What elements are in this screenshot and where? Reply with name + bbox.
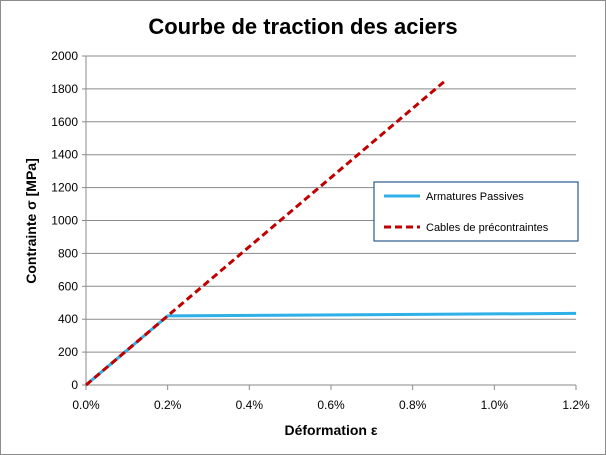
x-tick-label: 1.0% bbox=[481, 398, 509, 412]
y-tick-label: 400 bbox=[58, 312, 78, 326]
x-tick-labels: 0.0% 0.2% 0.4% 0.6% 0.8% 1.0% 1.2% bbox=[72, 398, 590, 412]
legend-box bbox=[373, 181, 579, 242]
legend-label-cables: Cables de précontraintes bbox=[426, 222, 549, 234]
y-axis-label: Contrainte σ [MPa] bbox=[23, 158, 39, 283]
legend: Armatures Passives Cables de précontrain… bbox=[373, 181, 579, 242]
y-tick-label: 2000 bbox=[51, 49, 78, 63]
y-tick-label: 1800 bbox=[51, 82, 78, 96]
y-tick-label: 1400 bbox=[51, 148, 78, 162]
x-tick-label: 1.2% bbox=[562, 398, 590, 412]
x-tick-label: 0.4% bbox=[236, 398, 264, 412]
x-tick-label: 0.2% bbox=[154, 398, 182, 412]
legend-label-armatures: Armatures Passives bbox=[426, 191, 524, 203]
x-tick-label: 0.8% bbox=[399, 398, 427, 412]
y-tick-label: 600 bbox=[58, 279, 78, 293]
series-line-cables-precontraintes bbox=[85, 79, 447, 387]
series-line-armatures-passives bbox=[85, 311, 577, 387]
y-tick-labels: 0 200 400 600 800 1000 1200 1400 1600 1800 2000 bbox=[51, 49, 78, 392]
y-tick-label: 800 bbox=[58, 246, 78, 260]
y-tick-label: 1600 bbox=[51, 115, 78, 129]
y-tick-label: 200 bbox=[58, 345, 78, 359]
y-tick-label: 0 bbox=[71, 378, 78, 392]
axes bbox=[82, 55, 577, 390]
chart-title: Courbe de traction des aciers bbox=[148, 14, 457, 39]
x-tick-label: 0.6% bbox=[317, 398, 345, 412]
x-tick-label: 0.0% bbox=[72, 398, 100, 412]
series-lines bbox=[85, 79, 577, 387]
x-axis-label: Déformation ε bbox=[285, 422, 378, 438]
y-tick-label: 1200 bbox=[51, 181, 78, 195]
y-tick-label: 1000 bbox=[51, 214, 78, 228]
